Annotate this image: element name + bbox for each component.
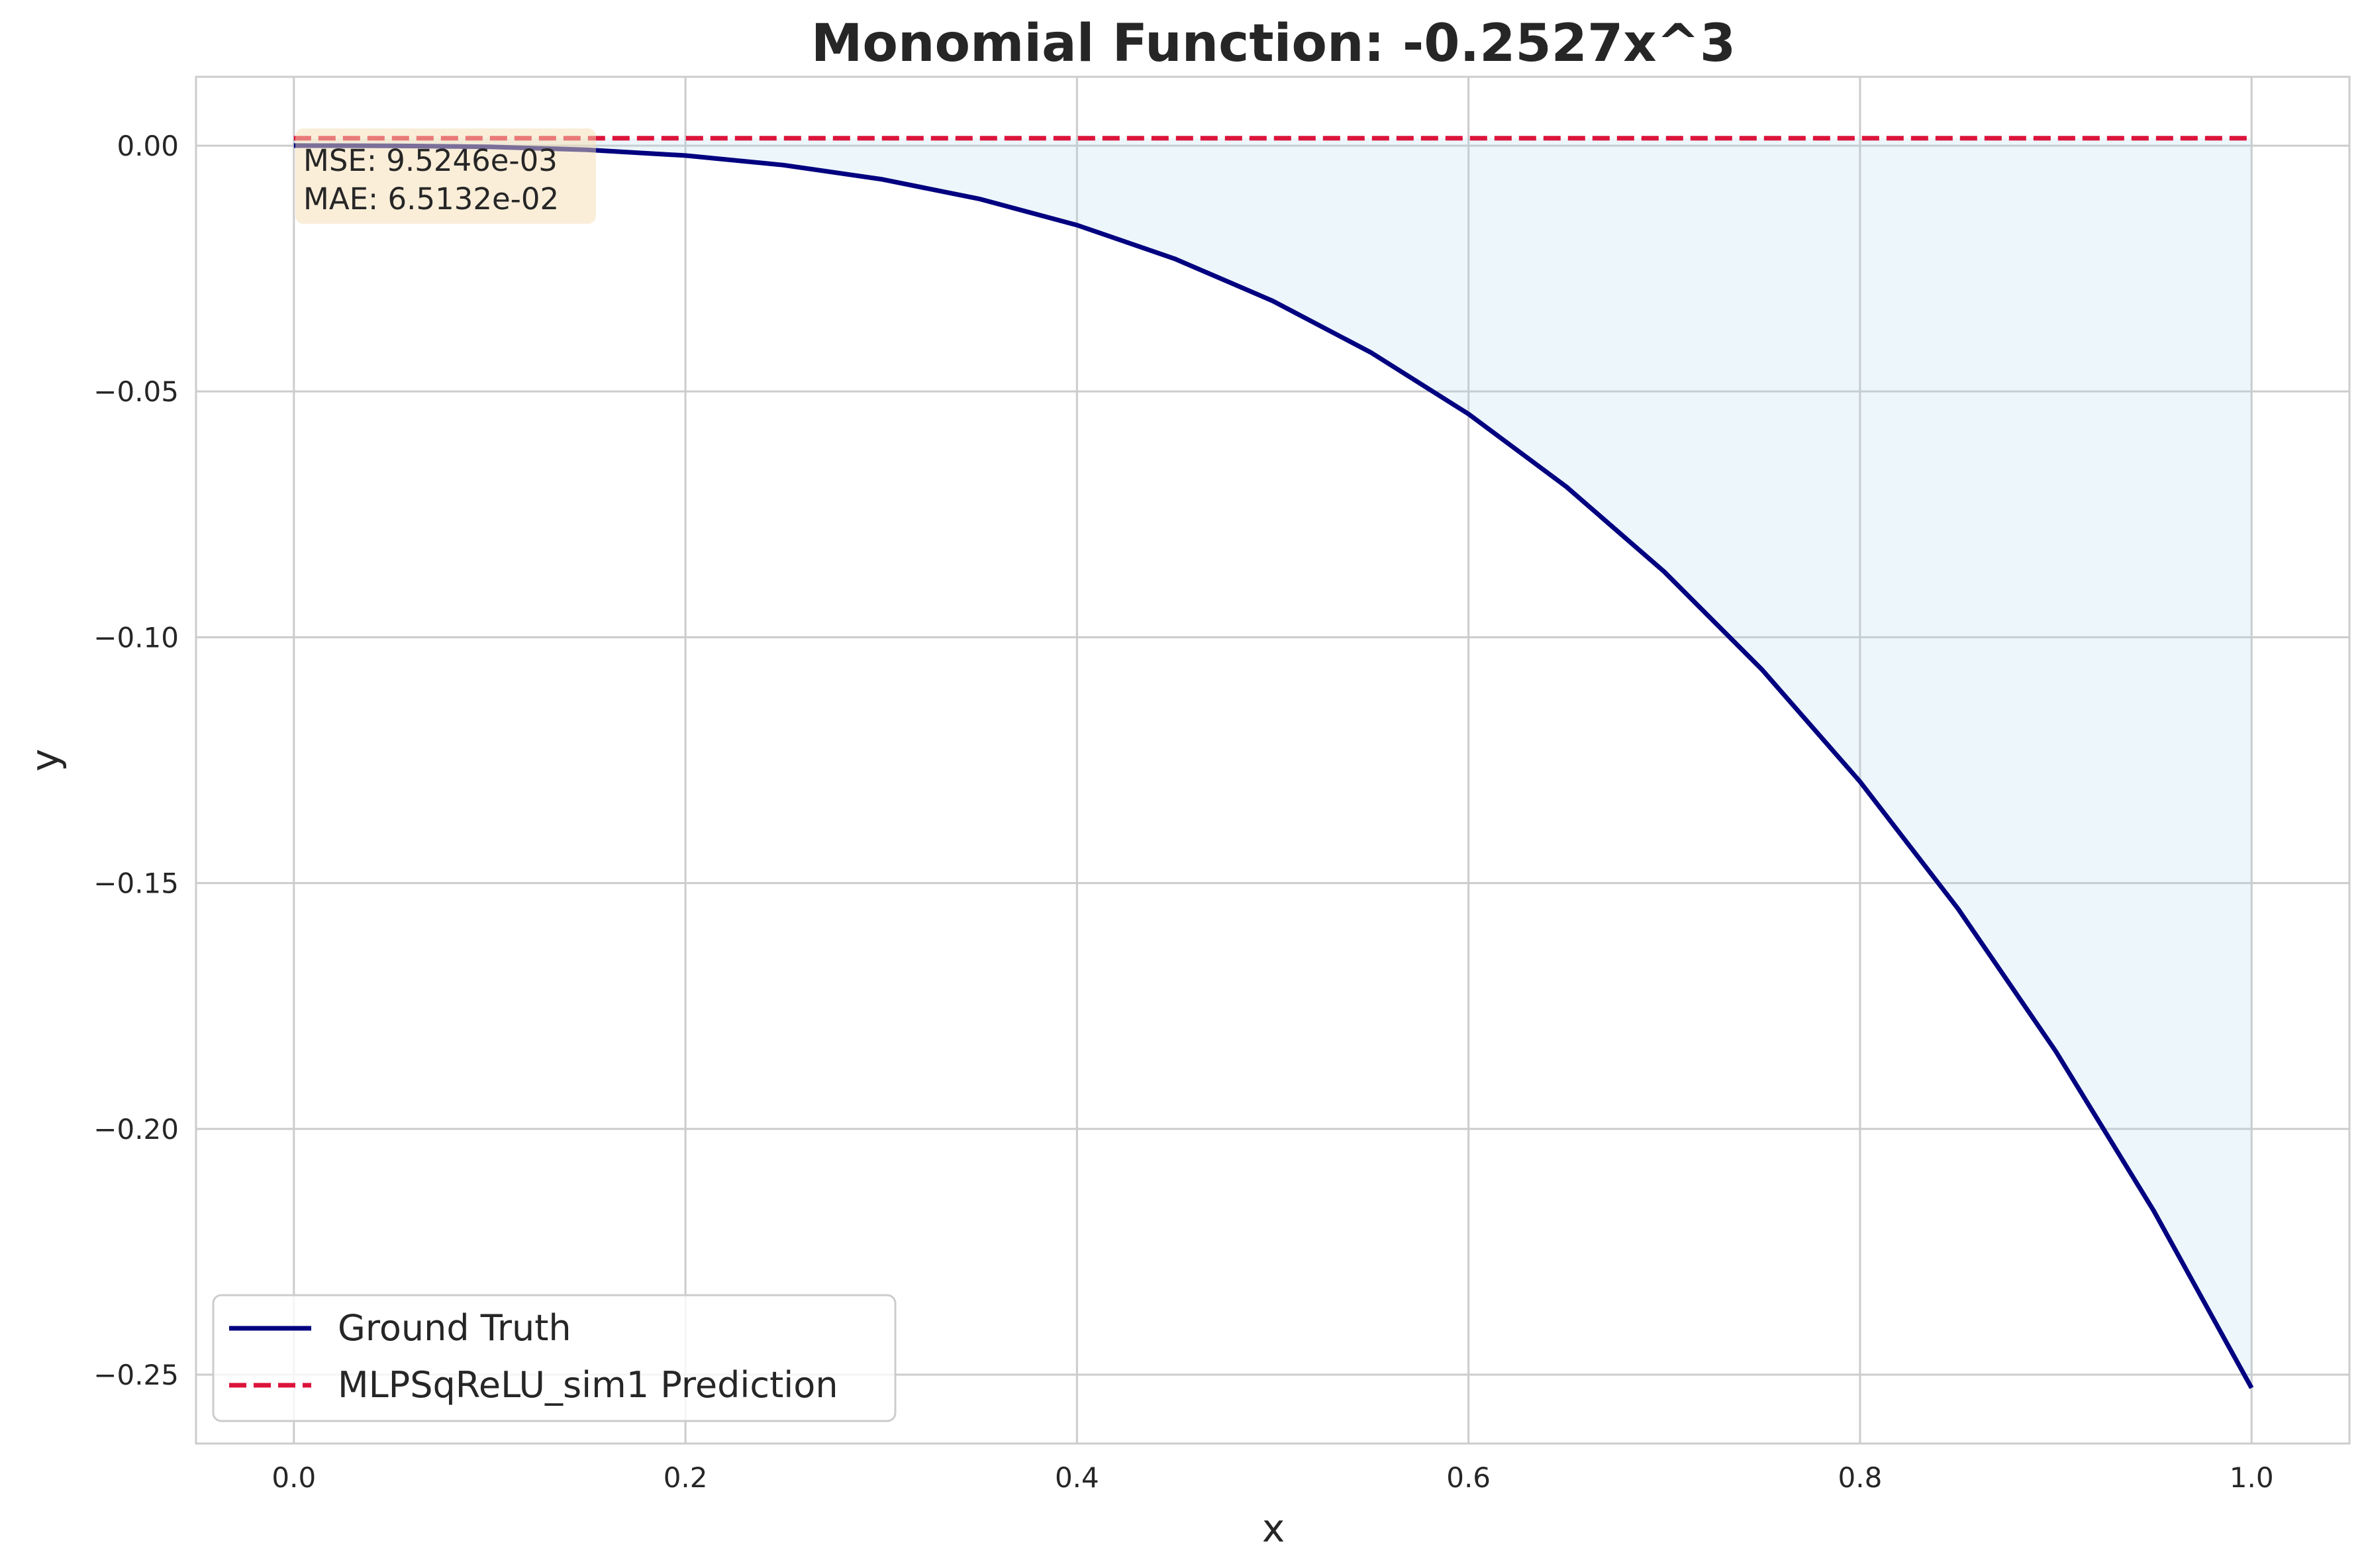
y-axis-label: y — [23, 749, 68, 771]
legend-label-prediction: MLPSqReLU_sim1 Prediction — [338, 1364, 838, 1406]
y-tick-label: −0.05 — [93, 375, 179, 408]
series-lines — [293, 136, 2254, 1389]
legend-label-ground-truth: Ground Truth — [338, 1307, 571, 1349]
y-tick-label: −0.10 — [93, 621, 179, 654]
x-tick-label: 0.8 — [1838, 1461, 1883, 1494]
mse-text: MSE: 9.5246e-03 — [303, 143, 558, 178]
error-fill-area — [293, 138, 2252, 1389]
mae-text: MAE: 6.5132e-02 — [303, 181, 559, 217]
x-tick-label: 0.4 — [1055, 1461, 1099, 1494]
metrics-box: MSE: 9.5246e-03 MAE: 6.5132e-02 — [295, 128, 596, 224]
y-tick-label: −0.15 — [93, 867, 179, 900]
legend-box — [212, 1294, 897, 1422]
grid-lines — [196, 77, 2349, 1444]
x-tick-label: 0.6 — [1446, 1461, 1491, 1494]
x-tick-label: 0.0 — [271, 1461, 316, 1494]
plot-frame — [195, 75, 2351, 1445]
x-tick-labels: 0.0 0.2 0.4 0.6 0.8 1.0 — [271, 1461, 2273, 1494]
legend: Ground Truth MLPSqReLU_sim1 Prediction — [212, 1294, 897, 1422]
y-tick-label: −0.20 — [93, 1113, 179, 1146]
x-tick-label: 0.2 — [664, 1461, 708, 1494]
metrics-box-background — [295, 128, 596, 224]
ground-truth-line — [293, 143, 2254, 1389]
x-tick-label: 1.0 — [2230, 1461, 2274, 1494]
x-axis-label: x — [1262, 1506, 1285, 1551]
y-tick-labels: 0.00 −0.05 −0.10 −0.15 −0.20 −0.25 — [93, 130, 179, 1391]
y-tick-label: −0.25 — [93, 1359, 179, 1391]
y-tick-label: 0.00 — [117, 130, 179, 162]
chart-title: Monomial Function: -0.2527x^3 — [811, 14, 1736, 74]
